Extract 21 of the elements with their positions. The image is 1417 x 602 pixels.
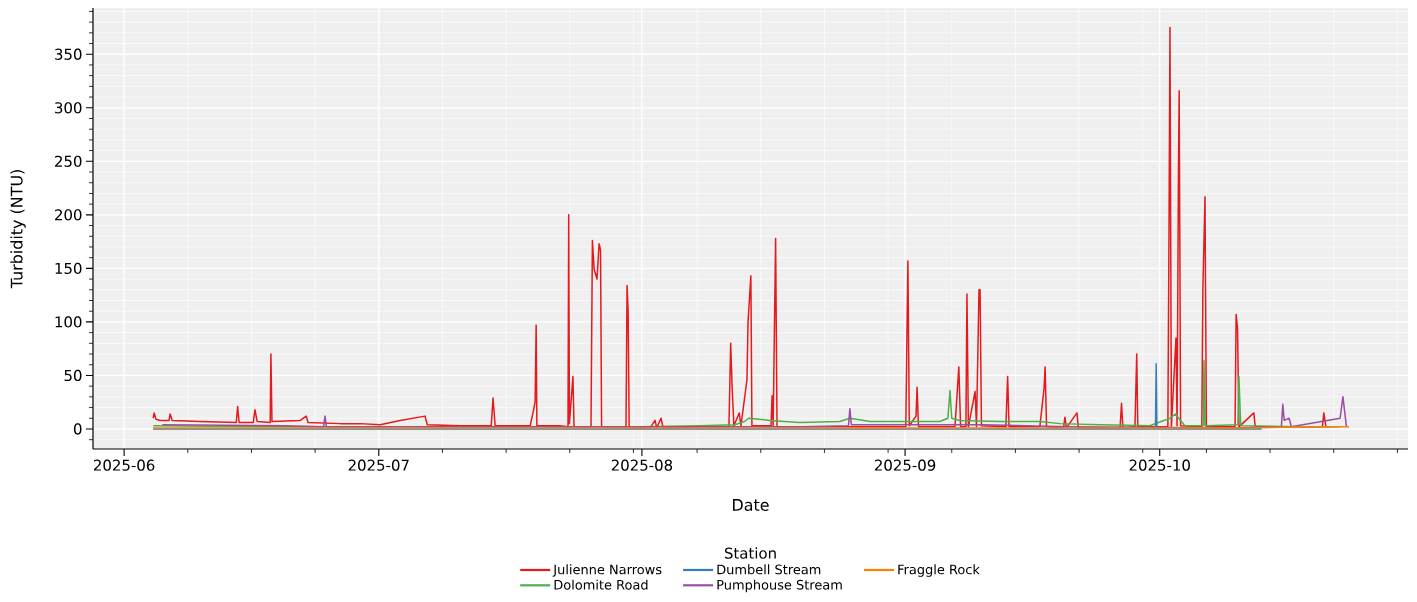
y-tick-label: 350 (55, 48, 82, 60)
x-tick-label: 2025-07 (348, 459, 409, 471)
y-tick-label: 0 (73, 423, 82, 435)
legend-label: Pumphouse Stream (717, 579, 842, 593)
y-axis-title: Turbidity (NTU) (10, 170, 26, 289)
x-tick-label: 2025-09 (874, 459, 936, 471)
y-tick-label: 150 (55, 262, 82, 275)
legend-label: Dolomite Road (554, 579, 648, 590)
x-tick-label: 2025-06 (94, 459, 155, 471)
y-tick-label: 300 (55, 102, 82, 114)
legend-title: Station (724, 547, 776, 559)
y-tick-label: 200 (55, 209, 82, 221)
y-tick-label: 250 (55, 155, 82, 167)
y-tick-label: 50 (64, 369, 82, 382)
x-axis-title: Date (733, 499, 769, 511)
x-tick-label: 2025-08 (611, 459, 673, 471)
legend-label: Dumbell Stream (717, 564, 821, 575)
legend-label: Fraggle Rock (898, 564, 980, 577)
legend-label: Julienne Narrows (552, 564, 662, 577)
y-tick-label: 100 (55, 316, 82, 328)
x-tick-label: 2025-10 (1129, 459, 1190, 471)
